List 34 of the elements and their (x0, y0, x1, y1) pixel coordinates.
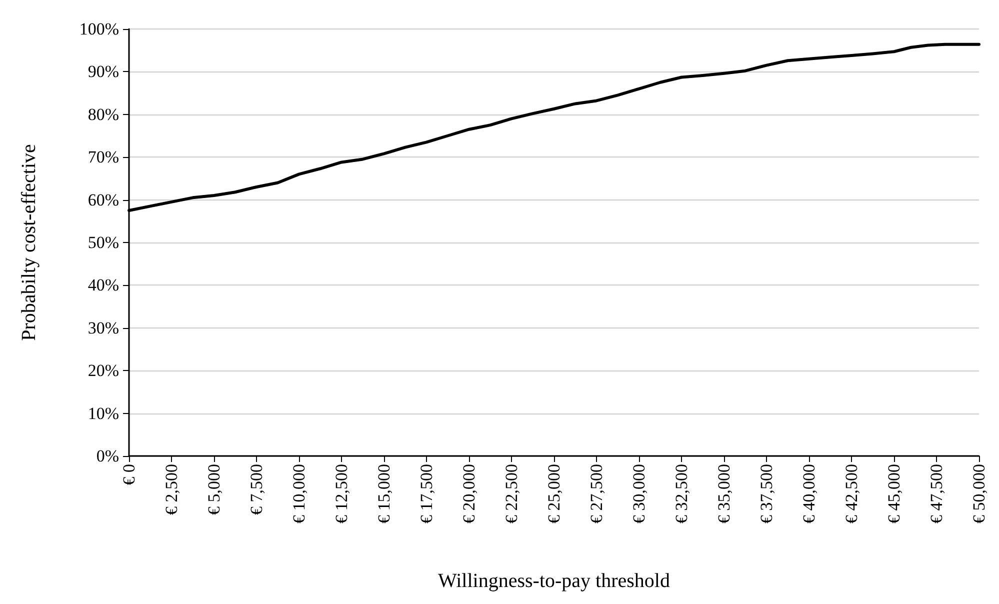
y-tick-label: 90% (88, 62, 119, 82)
x-tick-label: € 47,500 (927, 464, 946, 524)
y-tick-label: 30% (88, 318, 119, 338)
x-axis-title: Willingness-to-pay threshold (438, 570, 670, 592)
y-tick-label: 0% (96, 446, 119, 466)
y-tick-label: 100% (79, 20, 119, 38)
x-tick-label: € 42,500 (842, 464, 861, 524)
x-tick-label: € 12,500 (332, 464, 351, 524)
x-tick-label: € 45,000 (884, 464, 904, 524)
x-tick-label: € 22,500 (502, 464, 521, 524)
x-tick-label: € 20,000 (460, 464, 478, 524)
y-axis-title: Probabilty cost-effective (18, 144, 40, 341)
x-tick-label: € 25,000 (544, 464, 564, 524)
y-tick-label: 50% (88, 233, 119, 252)
x-tick-label: € 15,000 (374, 464, 394, 524)
y-tick-label: 70% (88, 148, 119, 167)
x-tick-label: € 32,500 (672, 464, 691, 524)
x-tick-label: € 27,500 (587, 464, 606, 524)
x-tick-label: € 40,000 (800, 464, 818, 524)
y-tick-label: 10% (88, 404, 119, 423)
x-tick-label: € 7,500 (247, 464, 266, 515)
x-tick-label: € 10,000 (290, 464, 308, 524)
x-tick-label: € 30,000 (630, 464, 648, 524)
x-tick-label: € 2,500 (162, 464, 181, 515)
x-tick-label: € 17,500 (417, 464, 436, 524)
x-tick-label: € 37,500 (757, 464, 776, 524)
y-tick-label: 80% (88, 104, 119, 124)
x-tick-label: € 0 (120, 464, 138, 486)
y-tick-label: 20% (88, 361, 119, 380)
y-tick-label: 40% (88, 276, 119, 295)
x-tick-label: € 50,000 (970, 464, 988, 524)
y-tick-label: 60% (88, 190, 119, 210)
x-tick-label: € 5,000 (204, 464, 224, 515)
x-tick-label: € 35,000 (714, 464, 734, 524)
